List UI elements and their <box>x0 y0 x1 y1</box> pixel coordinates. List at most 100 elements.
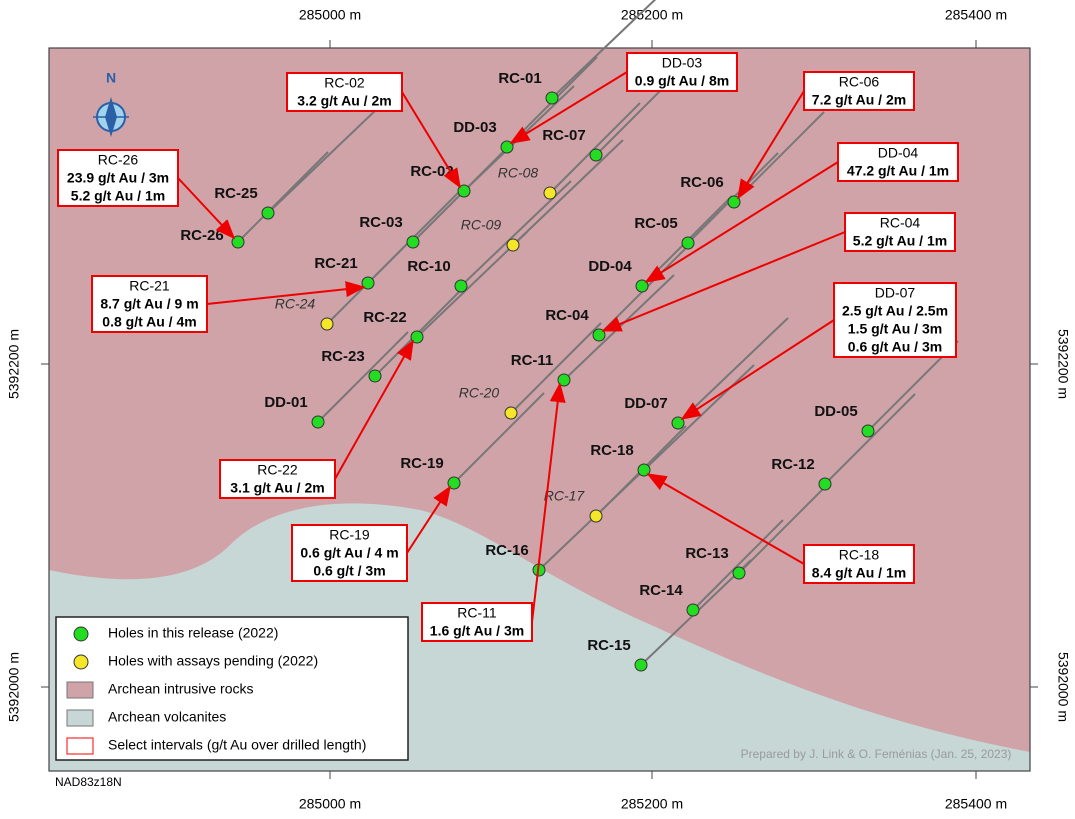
callout-box <box>626 52 738 92</box>
bottom-coord: 285200 m <box>621 796 683 812</box>
hole-label: RC-04 <box>545 307 589 324</box>
drill-trace <box>824 393 916 485</box>
drill-trace <box>512 139 624 246</box>
legend-label: Archean intrusive rocks <box>108 681 254 697</box>
drill-trace <box>317 331 409 423</box>
hole-label: RC-22 <box>363 309 406 326</box>
drill-hole <box>311 415 325 429</box>
callout-interval: 23.9 g/t Au / 3m <box>67 170 169 186</box>
hole-label: RC-20 <box>459 385 500 401</box>
callout-title: RC-18 <box>839 547 880 563</box>
hole-label: RC-23 <box>321 348 364 365</box>
callout-title: RC-04 <box>880 215 921 231</box>
drill-hole <box>447 476 461 490</box>
hole-label: RC-11 <box>511 352 554 369</box>
callout-interval: 8.7 g/t Au / 9 m <box>100 296 198 312</box>
callout-interval: 5.2 g/t Au / 1m <box>71 188 165 204</box>
callout-box <box>837 142 959 182</box>
drill-trace <box>549 102 641 194</box>
right-coord: 5392000 m <box>1055 652 1071 722</box>
hole-label: DD-03 <box>453 119 496 136</box>
drill-trace <box>551 0 657 99</box>
callout-title: RC-19 <box>329 527 370 543</box>
drill-trace <box>692 519 784 611</box>
hole-label: RC-25 <box>214 185 257 202</box>
bottom-coord: 285000 m <box>299 796 361 812</box>
hole-label: RC-01 <box>498 70 541 87</box>
callout-interval: 3.1 g/t Au / 2m <box>230 480 324 496</box>
hole-label: RC-09 <box>461 217 502 233</box>
credit: Prepared by J. Link & O. Feménias (Jan. … <box>741 747 1012 761</box>
drill-hole <box>671 416 685 430</box>
right-coord: 5392200 m <box>1055 329 1071 399</box>
hole-label: RC-24 <box>275 296 316 312</box>
drill-hole <box>727 195 741 209</box>
drill-hole <box>410 330 424 344</box>
top-coord: 285200 m <box>621 7 683 23</box>
legend-symbol <box>66 737 94 755</box>
callout-arrow <box>401 91 461 189</box>
callout-title: RC-22 <box>257 462 298 478</box>
callout-title: RC-06 <box>839 74 880 90</box>
legend: Holes in this release (2022) Holes with a… <box>55 616 409 761</box>
drill-hole <box>592 328 606 342</box>
drill-trace <box>453 392 545 484</box>
legend-label: Archean volcanites <box>108 709 226 725</box>
drill-hole <box>589 148 603 162</box>
hole-label: DD-07 <box>624 395 667 412</box>
callout-box <box>803 544 915 584</box>
callout-interval: 0.9 g/t Au / 8m <box>635 73 729 89</box>
callout-arrow <box>601 231 846 332</box>
callout-title: RC-21 <box>129 278 170 294</box>
drill-hole <box>504 406 518 420</box>
callout-title: RC-11 <box>457 605 497 621</box>
legend-label: Holes in this release (2022) <box>108 625 278 641</box>
callout-box <box>219 459 336 499</box>
callout-interval: 0.6 g/t Au / 3m <box>848 339 942 355</box>
drill-hole <box>368 369 382 383</box>
drill-trace <box>412 151 504 243</box>
callout-interval: 0.6 g/t / 3m <box>313 563 385 579</box>
callout-box <box>286 72 403 112</box>
drill-hole <box>637 463 651 477</box>
hole-label: DD-04 <box>588 258 632 275</box>
north-arrow: N <box>93 70 129 137</box>
callout-box <box>833 282 957 358</box>
hole-label: RC-26 <box>180 227 223 244</box>
callout-title: DD-07 <box>875 285 916 301</box>
legend-label: Select intervals (g/t Au over drilled le… <box>108 737 366 753</box>
drill-hole <box>406 235 420 249</box>
callout-title: RC-26 <box>98 152 139 168</box>
hole-label: RC-12 <box>771 456 814 473</box>
hole-label: RC-17 <box>544 488 586 504</box>
top-coord: 285400 m <box>945 7 1007 23</box>
drill-trace <box>738 482 830 574</box>
callout-interval: 2.5 g/t Au / 2.5m <box>842 303 948 319</box>
hole-label: RC-10 <box>407 258 450 275</box>
callout-box <box>803 71 915 111</box>
callout-interval: 47.2 g/t Au / 1m <box>847 163 949 179</box>
drill-hole <box>500 140 514 154</box>
callout-arrow <box>406 485 451 554</box>
hole-label: RC-07 <box>542 127 585 144</box>
callout-interval: 1.6 g/t Au / 3m <box>430 623 524 639</box>
drill-trace <box>510 322 602 414</box>
hole-label: DD-01 <box>264 394 307 411</box>
callout-arrow <box>737 90 805 200</box>
callout-arrow <box>680 319 835 420</box>
drill-hole <box>320 317 334 331</box>
callout-interval: 7.2 g/t Au / 2m <box>812 92 906 108</box>
callout-arrow <box>644 161 839 283</box>
callout-arrow <box>509 71 628 144</box>
drill-hole <box>543 186 557 200</box>
drill-hole <box>454 279 468 293</box>
callout-arrow <box>177 177 236 240</box>
hole-label: DD-05 <box>814 403 857 420</box>
drill-hole <box>634 658 648 672</box>
callout-interval: 5.2 g/t Au / 1m <box>853 233 947 249</box>
legend-symbol <box>66 681 94 699</box>
drill-hole <box>686 603 700 617</box>
hole-label: RC-03 <box>359 214 402 231</box>
callout-box <box>91 275 208 333</box>
hole-label: RC-13 <box>685 545 728 562</box>
